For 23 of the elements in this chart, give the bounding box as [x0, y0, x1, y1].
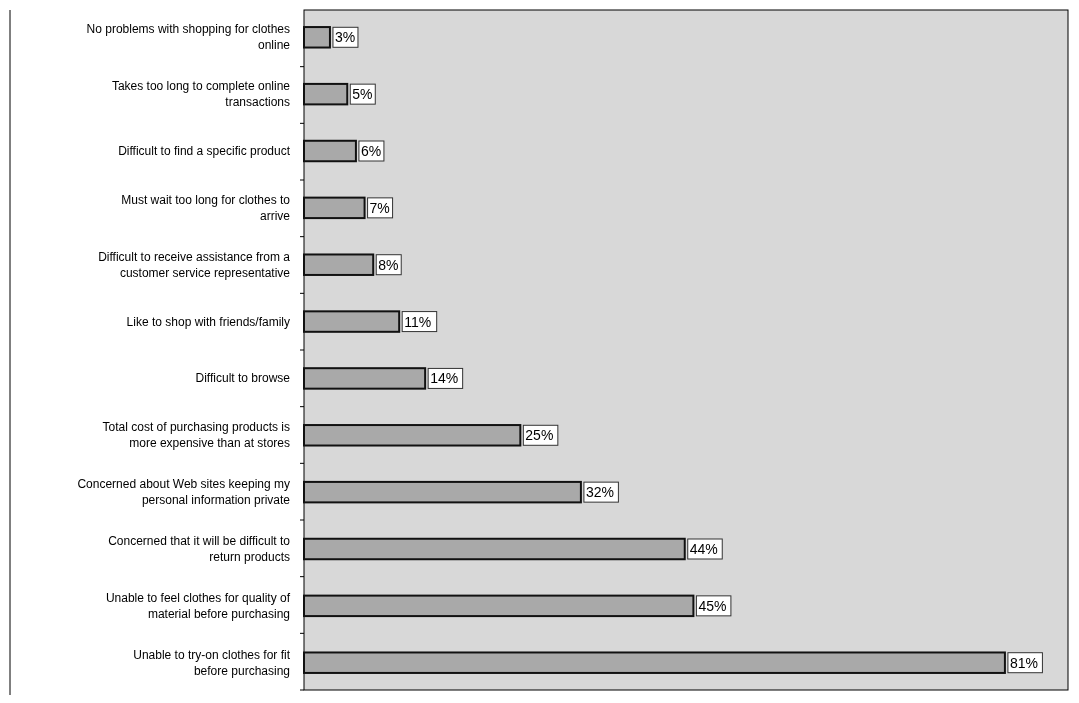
y-tick-label: Difficult to find a specific product — [118, 144, 291, 158]
y-tick-label: Must wait too long for clothes to arrive — [121, 192, 291, 223]
y-tick-label: Difficult to receive assistance from a customer service representative — [98, 249, 291, 280]
y-tick-label: Concerned about Web sites keeping my personal information private — [77, 477, 291, 508]
y-tick-label: Unable to feel clothes for quality of material before purchasing — [105, 590, 291, 621]
bar — [303, 253, 375, 276]
y-tick-label: Total cost of purchasing products is more expensive than at stores — [102, 420, 290, 451]
y-tick-label: Difficult to browse — [195, 371, 291, 386]
y-tick-label: Unable to try-on clothes for fit before purchasing — [133, 647, 291, 678]
data-label: 32% — [585, 484, 614, 501]
y-tick-label: Concerned that it will be difficult to return products — [108, 534, 291, 564]
bar — [303, 26, 331, 49]
data-label: 81% — [1009, 654, 1038, 671]
y-tick-label: No problems with shopping for clothes online — [86, 22, 291, 53]
bar — [303, 82, 349, 106]
y-tick-label: Like to shop with friends/family — [126, 314, 290, 329]
data-label: 11% — [404, 313, 432, 330]
data-label: 45% — [698, 597, 727, 614]
y-tick-label: Takes too long to complete online transactions — [111, 79, 291, 110]
data-label: 44% — [689, 541, 718, 557]
bar — [303, 139, 357, 163]
data-label: 14% — [430, 370, 459, 387]
data-label: 25% — [525, 427, 554, 444]
